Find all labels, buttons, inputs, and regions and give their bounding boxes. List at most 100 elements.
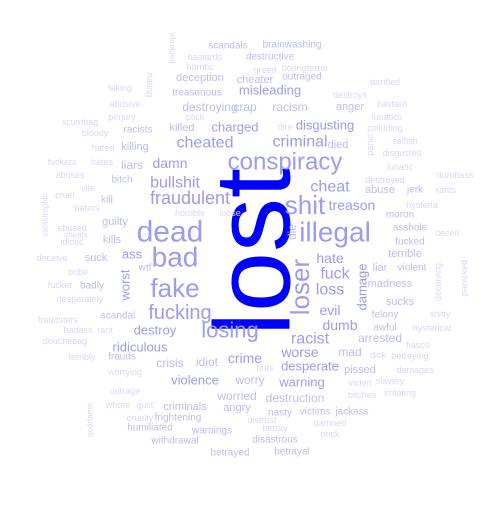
word: dumb	[322, 317, 357, 333]
word: betraying	[391, 351, 428, 361]
word: bribe	[68, 267, 88, 277]
word: frightening	[155, 413, 202, 424]
word: crap	[233, 100, 257, 114]
word: badly	[80, 281, 104, 292]
word: treasonous	[172, 88, 221, 99]
word: bullshit	[150, 175, 200, 192]
word: worried	[216, 389, 256, 403]
word: nuts	[256, 363, 274, 373]
word: dick	[370, 350, 387, 360]
word: angry	[223, 402, 251, 414]
word: fucked	[395, 237, 424, 248]
word: destroyed	[365, 175, 405, 185]
word: destruction	[266, 391, 325, 405]
word: distrust	[247, 415, 277, 425]
word: damages	[396, 365, 434, 375]
word: treason	[329, 197, 376, 213]
word: anger	[336, 101, 364, 113]
word: liars	[121, 158, 143, 172]
word: whore	[105, 400, 131, 410]
word: scandals	[208, 41, 247, 52]
word: terrified	[370, 77, 400, 87]
word: hate	[316, 250, 343, 266]
word: badass	[63, 325, 93, 335]
word: cheat	[310, 179, 350, 196]
word: destroying	[182, 100, 237, 114]
word: killed	[169, 122, 194, 134]
word: betray	[262, 423, 288, 433]
word: disgusted	[383, 148, 422, 158]
word: haters	[74, 203, 100, 213]
word: pissed	[344, 364, 376, 376]
word: fraudsters	[38, 315, 79, 325]
word: worrying	[107, 367, 142, 377]
word: colluding	[367, 123, 403, 133]
word: fucker	[48, 280, 73, 290]
word: betrayed	[211, 448, 250, 459]
word: scumbag	[62, 117, 99, 127]
word: shit	[285, 190, 326, 220]
word: dire	[277, 122, 292, 132]
word: victims	[300, 407, 331, 418]
word: illegal	[299, 217, 371, 248]
word: abuses	[55, 170, 85, 180]
word: bad	[152, 242, 199, 273]
word: dead	[137, 216, 204, 249]
word: fraudulent	[150, 188, 230, 208]
word: awful	[373, 323, 396, 334]
word: victim	[349, 378, 372, 388]
word: dumbass	[437, 170, 474, 180]
word: catastrophic	[41, 193, 50, 236]
word: destructive	[246, 52, 295, 63]
word: guilt	[137, 400, 154, 410]
word: die	[285, 224, 299, 240]
word: deception	[176, 72, 224, 84]
word: panicked	[459, 260, 469, 296]
word: violence	[171, 373, 219, 388]
word: bitches	[348, 390, 377, 400]
word: fake	[150, 273, 199, 303]
word: horrific	[186, 62, 214, 72]
word: deceive	[36, 253, 67, 263]
word: humiliated	[127, 423, 173, 434]
word: desperate	[281, 359, 339, 374]
word: damned	[314, 418, 347, 428]
word: bastard	[377, 99, 407, 109]
word: lunatic	[387, 162, 414, 172]
word: fiasco	[406, 340, 430, 350]
word: loser	[285, 258, 315, 315]
word: felony	[372, 310, 399, 321]
word: criminal	[272, 134, 327, 151]
word: lunatics	[372, 112, 403, 122]
word: abuse	[365, 184, 395, 196]
word: wtf	[138, 263, 152, 274]
word: cheats	[64, 231, 88, 240]
word: destroys	[333, 90, 368, 100]
word: brainwashing	[263, 40, 322, 51]
word: selfish	[392, 136, 418, 146]
word: hating	[145, 73, 155, 98]
word: vile	[81, 183, 95, 193]
word: asshole	[393, 223, 428, 234]
word: panic	[365, 134, 375, 156]
word: damage	[355, 264, 370, 311]
word: abused	[57, 223, 87, 233]
word: cruel	[55, 190, 75, 200]
word: abusive	[109, 99, 140, 109]
word: disastrous	[252, 435, 298, 446]
word: fucking	[148, 302, 211, 324]
word: douchebag	[43, 336, 88, 346]
word: losing	[201, 318, 258, 343]
word: died	[328, 139, 349, 151]
word: cheater	[237, 74, 274, 86]
word: idiotic	[60, 237, 84, 247]
word: warnings	[191, 426, 232, 437]
word: arrested	[358, 331, 402, 345]
word: rants	[436, 185, 457, 195]
word: greed	[253, 65, 276, 75]
word: desperately	[57, 294, 104, 304]
word: liar	[373, 262, 388, 274]
word: frauds	[108, 352, 136, 363]
word: ridiculous	[113, 340, 168, 355]
word: withdrawal	[150, 436, 198, 447]
